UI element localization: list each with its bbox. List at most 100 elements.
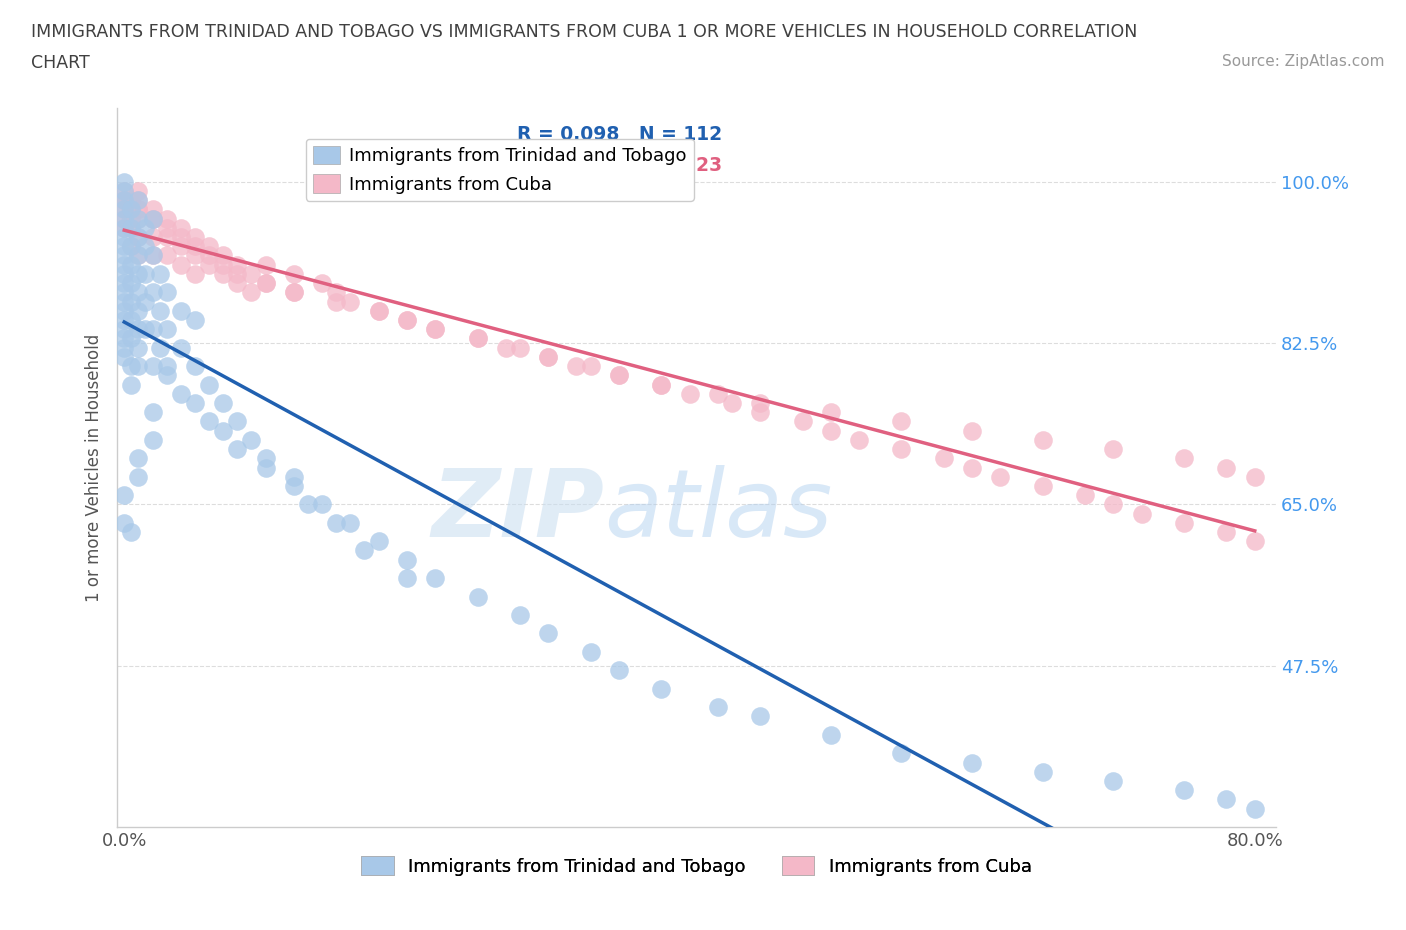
Y-axis label: 1 or more Vehicles in Household: 1 or more Vehicles in Household (86, 333, 103, 602)
Point (395, 312, 418, 327)
Point (184, 248, 207, 263)
Point (127, 303, 149, 318)
Point (120, 312, 142, 327)
Point (395, 571, 418, 586)
Point (325, 515, 347, 530)
Point (141, 211, 163, 226)
Point (127, 193, 149, 207)
Point (127, 202, 149, 217)
Point (820, 423, 842, 438)
Text: atlas: atlas (603, 465, 832, 556)
Point (467, 331, 489, 346)
Point (198, 414, 221, 429)
Point (170, 258, 193, 272)
Point (127, 285, 149, 299)
Point (170, 303, 193, 318)
Point (890, 746, 912, 761)
Point (112, 340, 135, 355)
Point (127, 451, 149, 466)
Point (990, 470, 1012, 485)
Point (112, 331, 135, 346)
Point (112, 211, 135, 226)
Point (141, 285, 163, 299)
Point (112, 312, 135, 327)
Point (960, 460, 983, 475)
Point (120, 211, 142, 226)
Point (395, 312, 418, 327)
Point (112, 258, 135, 272)
Point (820, 405, 842, 419)
Point (1243, 470, 1265, 485)
Point (283, 267, 305, 282)
Point (565, 359, 588, 374)
Point (212, 248, 235, 263)
Point (1032, 479, 1054, 494)
Point (120, 359, 142, 374)
Point (120, 377, 142, 392)
Point (283, 285, 305, 299)
Point (467, 331, 489, 346)
Point (127, 202, 149, 217)
Text: CHART: CHART (31, 54, 90, 72)
Point (112, 220, 135, 235)
Point (1215, 525, 1237, 539)
Point (141, 432, 163, 447)
Point (650, 377, 672, 392)
Point (848, 432, 870, 447)
Point (226, 258, 249, 272)
Point (537, 626, 560, 641)
Point (283, 479, 305, 494)
Point (184, 312, 207, 327)
Point (960, 755, 983, 770)
Point (198, 377, 221, 392)
Point (226, 267, 249, 282)
Point (749, 405, 772, 419)
Point (120, 220, 142, 235)
Point (423, 322, 446, 337)
Point (212, 267, 235, 282)
Text: ZIP: ZIP (432, 465, 603, 557)
Point (1032, 432, 1054, 447)
Point (149, 303, 172, 318)
Point (120, 258, 142, 272)
Point (240, 267, 263, 282)
Point (932, 451, 955, 466)
Point (184, 239, 207, 254)
Point (149, 267, 172, 282)
Point (112, 230, 135, 245)
Point (607, 368, 630, 383)
Point (537, 350, 560, 365)
Point (509, 340, 531, 355)
Point (112, 183, 135, 198)
Point (395, 552, 418, 567)
Point (170, 340, 193, 355)
Point (170, 239, 193, 254)
Point (792, 414, 814, 429)
Point (112, 515, 135, 530)
Point (112, 267, 135, 282)
Point (283, 470, 305, 485)
Point (141, 405, 163, 419)
Point (156, 285, 179, 299)
Point (141, 230, 163, 245)
Point (226, 414, 249, 429)
Point (1102, 442, 1125, 457)
Point (127, 340, 149, 355)
Point (367, 534, 389, 549)
Point (120, 202, 142, 217)
Point (127, 230, 149, 245)
Point (127, 248, 149, 263)
Point (127, 211, 149, 226)
Point (1032, 764, 1054, 779)
Point (156, 230, 179, 245)
Point (1173, 783, 1195, 798)
Point (212, 258, 235, 272)
Point (112, 248, 135, 263)
Point (749, 709, 772, 724)
Point (149, 340, 172, 355)
Point (1243, 534, 1265, 549)
Point (1215, 460, 1237, 475)
Point (112, 239, 135, 254)
Point (141, 202, 163, 217)
Point (423, 322, 446, 337)
